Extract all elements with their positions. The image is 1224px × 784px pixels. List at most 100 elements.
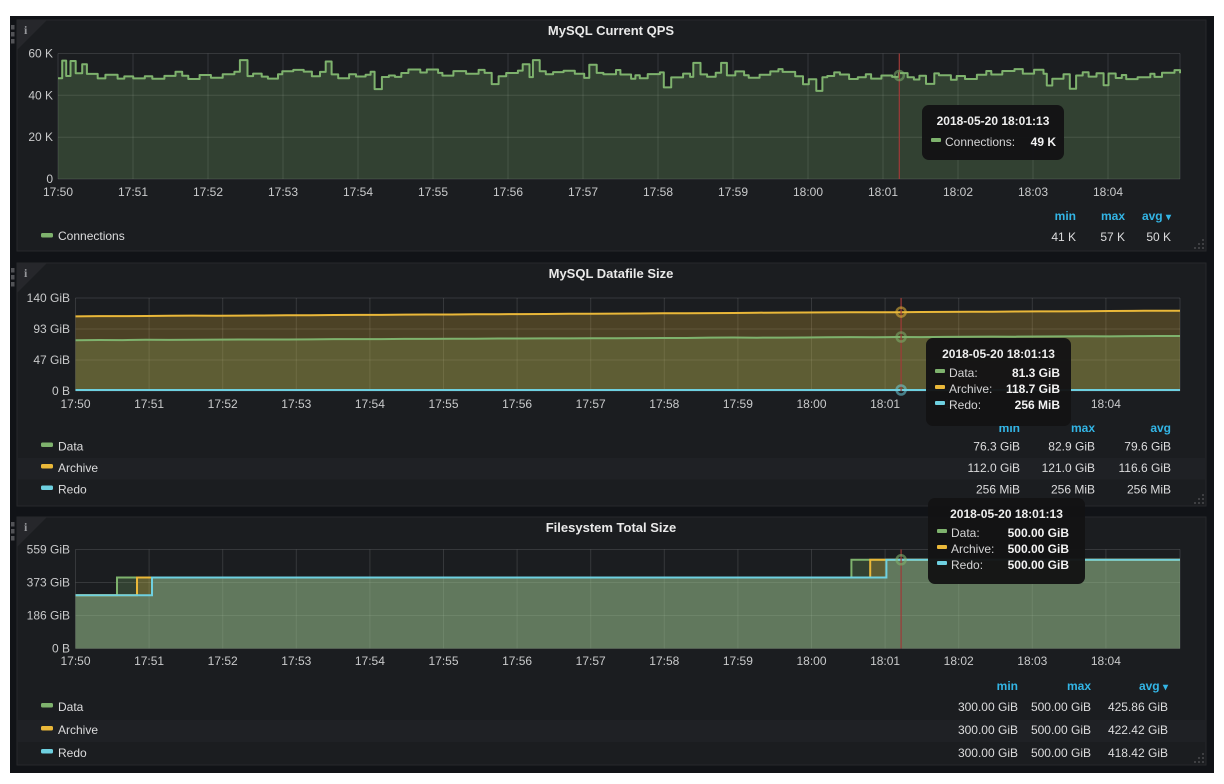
svg-text:256 MiB: 256 MiB: [1051, 483, 1095, 497]
svg-text:500.00 GiB: 500.00 GiB: [1031, 746, 1091, 760]
svg-text:50 K: 50 K: [1146, 230, 1171, 244]
svg-text:max: max: [1071, 421, 1095, 435]
svg-text:17:59: 17:59: [723, 397, 753, 411]
svg-text:17:56: 17:56: [502, 654, 532, 668]
svg-text:256 MiB: 256 MiB: [1127, 483, 1171, 497]
svg-text:17:55: 17:55: [418, 185, 448, 199]
svg-text:256 MiB: 256 MiB: [976, 483, 1020, 497]
svg-text:18:00: 18:00: [796, 397, 826, 411]
svg-text:17:53: 17:53: [268, 185, 298, 199]
svg-text:17:58: 17:58: [643, 185, 673, 199]
svg-text:Redo:: Redo:: [951, 558, 983, 572]
svg-text:18:02: 18:02: [943, 185, 973, 199]
svg-text:81.3 GiB: 81.3 GiB: [1012, 366, 1060, 380]
svg-text:MySQL Current QPS: MySQL Current QPS: [548, 23, 675, 38]
svg-text:Connections:: Connections:: [945, 135, 1015, 149]
svg-text:17:57: 17:57: [576, 397, 606, 411]
svg-text:112.0 GiB: 112.0 GiB: [968, 461, 1020, 475]
svg-text:418.42 GiB: 418.42 GiB: [1108, 746, 1168, 760]
svg-text:500.00 GiB: 500.00 GiB: [1031, 723, 1091, 737]
svg-text:93 GiB: 93 GiB: [33, 322, 70, 336]
svg-text:300.00 GiB: 300.00 GiB: [958, 723, 1018, 737]
svg-text:17:56: 17:56: [493, 185, 523, 199]
svg-text:18:03: 18:03: [1018, 185, 1048, 199]
svg-text:2018-05-20 18:01:13: 2018-05-20 18:01:13: [942, 347, 1055, 361]
svg-text:0: 0: [46, 172, 53, 186]
svg-text:17:55: 17:55: [428, 397, 458, 411]
svg-text:max: max: [1067, 679, 1091, 693]
svg-text:186 GiB: 186 GiB: [27, 609, 70, 623]
svg-text:17:52: 17:52: [208, 397, 238, 411]
svg-text:Archive:: Archive:: [949, 382, 992, 396]
svg-text:17:57: 17:57: [568, 185, 598, 199]
svg-text:avg ▾: avg ▾: [1139, 679, 1169, 693]
svg-text:17:54: 17:54: [343, 185, 373, 199]
svg-text:max: max: [1101, 209, 1125, 223]
svg-text:18:04: 18:04: [1091, 654, 1121, 668]
svg-text:17:59: 17:59: [718, 185, 748, 199]
svg-text:17:53: 17:53: [281, 654, 311, 668]
svg-text:17:50: 17:50: [60, 397, 90, 411]
svg-text:49 K: 49 K: [1031, 135, 1057, 149]
svg-text:i: i: [24, 266, 28, 280]
svg-text:422.42 GiB: 422.42 GiB: [1108, 723, 1168, 737]
svg-text:373 GiB: 373 GiB: [27, 576, 70, 590]
svg-text:18:00: 18:00: [796, 654, 826, 668]
svg-text:0 B: 0 B: [52, 384, 70, 398]
svg-text:17:51: 17:51: [118, 185, 148, 199]
svg-text:41 K: 41 K: [1051, 230, 1076, 244]
svg-text:60 K: 60 K: [28, 47, 53, 61]
svg-text:min: min: [997, 679, 1018, 693]
svg-text:17:59: 17:59: [723, 654, 753, 668]
svg-text:17:55: 17:55: [428, 654, 458, 668]
svg-text:18:03: 18:03: [1017, 654, 1047, 668]
svg-text:Archive:: Archive:: [951, 542, 994, 556]
svg-text:Data:: Data:: [951, 526, 980, 540]
svg-text:Redo: Redo: [58, 483, 87, 497]
svg-text:17:57: 17:57: [576, 654, 606, 668]
svg-text:Redo:: Redo:: [949, 398, 981, 412]
svg-text:20 K: 20 K: [28, 130, 53, 144]
svg-text:256 MiB: 256 MiB: [1015, 398, 1061, 412]
svg-text:17:54: 17:54: [355, 654, 385, 668]
svg-text:500.00 GiB: 500.00 GiB: [1008, 542, 1070, 556]
svg-text:116.6 GiB: 116.6 GiB: [1119, 461, 1171, 475]
svg-text:Archive: Archive: [58, 723, 98, 737]
svg-text:425.86 GiB: 425.86 GiB: [1108, 700, 1168, 714]
svg-text:17:54: 17:54: [355, 397, 385, 411]
svg-text:18:01: 18:01: [868, 185, 898, 199]
svg-text:i: i: [24, 23, 28, 37]
svg-text:Redo: Redo: [58, 746, 87, 760]
svg-text:40 K: 40 K: [28, 88, 53, 102]
svg-text:300.00 GiB: 300.00 GiB: [958, 746, 1018, 760]
svg-text:Archive: Archive: [58, 461, 98, 475]
svg-text:500.00 GiB: 500.00 GiB: [1031, 700, 1091, 714]
svg-text:min: min: [1055, 209, 1076, 223]
svg-text:18:01: 18:01: [870, 397, 900, 411]
svg-text:500.00 GiB: 500.00 GiB: [1008, 526, 1070, 540]
svg-text:2018-05-20 18:01:13: 2018-05-20 18:01:13: [937, 114, 1050, 128]
svg-text:Data: Data: [58, 440, 84, 454]
svg-text:17:51: 17:51: [134, 397, 164, 411]
svg-text:18:04: 18:04: [1093, 185, 1123, 199]
svg-text:76.3 GiB: 76.3 GiB: [973, 440, 1020, 454]
svg-text:17:56: 17:56: [502, 397, 532, 411]
svg-text:Data: Data: [58, 700, 84, 714]
svg-text:18:00: 18:00: [793, 185, 823, 199]
svg-text:300.00 GiB: 300.00 GiB: [958, 700, 1018, 714]
svg-text:18:02: 18:02: [944, 654, 974, 668]
svg-text:82.9 GiB: 82.9 GiB: [1048, 440, 1095, 454]
svg-text:17:50: 17:50: [60, 654, 90, 668]
svg-text:Connections: Connections: [58, 229, 125, 243]
svg-text:17:52: 17:52: [208, 654, 238, 668]
svg-text:17:58: 17:58: [649, 654, 679, 668]
svg-text:Filesystem Total Size: Filesystem Total Size: [546, 520, 677, 535]
svg-text:avg: avg: [1150, 421, 1171, 435]
svg-text:57 K: 57 K: [1100, 230, 1125, 244]
svg-text:0 B: 0 B: [52, 642, 70, 656]
svg-text:79.6 GiB: 79.6 GiB: [1124, 440, 1171, 454]
svg-text:17:52: 17:52: [193, 185, 223, 199]
svg-text:MySQL Datafile Size: MySQL Datafile Size: [549, 266, 674, 281]
svg-text:140 GiB: 140 GiB: [27, 291, 70, 305]
svg-text:121.0 GiB: 121.0 GiB: [1042, 461, 1095, 475]
